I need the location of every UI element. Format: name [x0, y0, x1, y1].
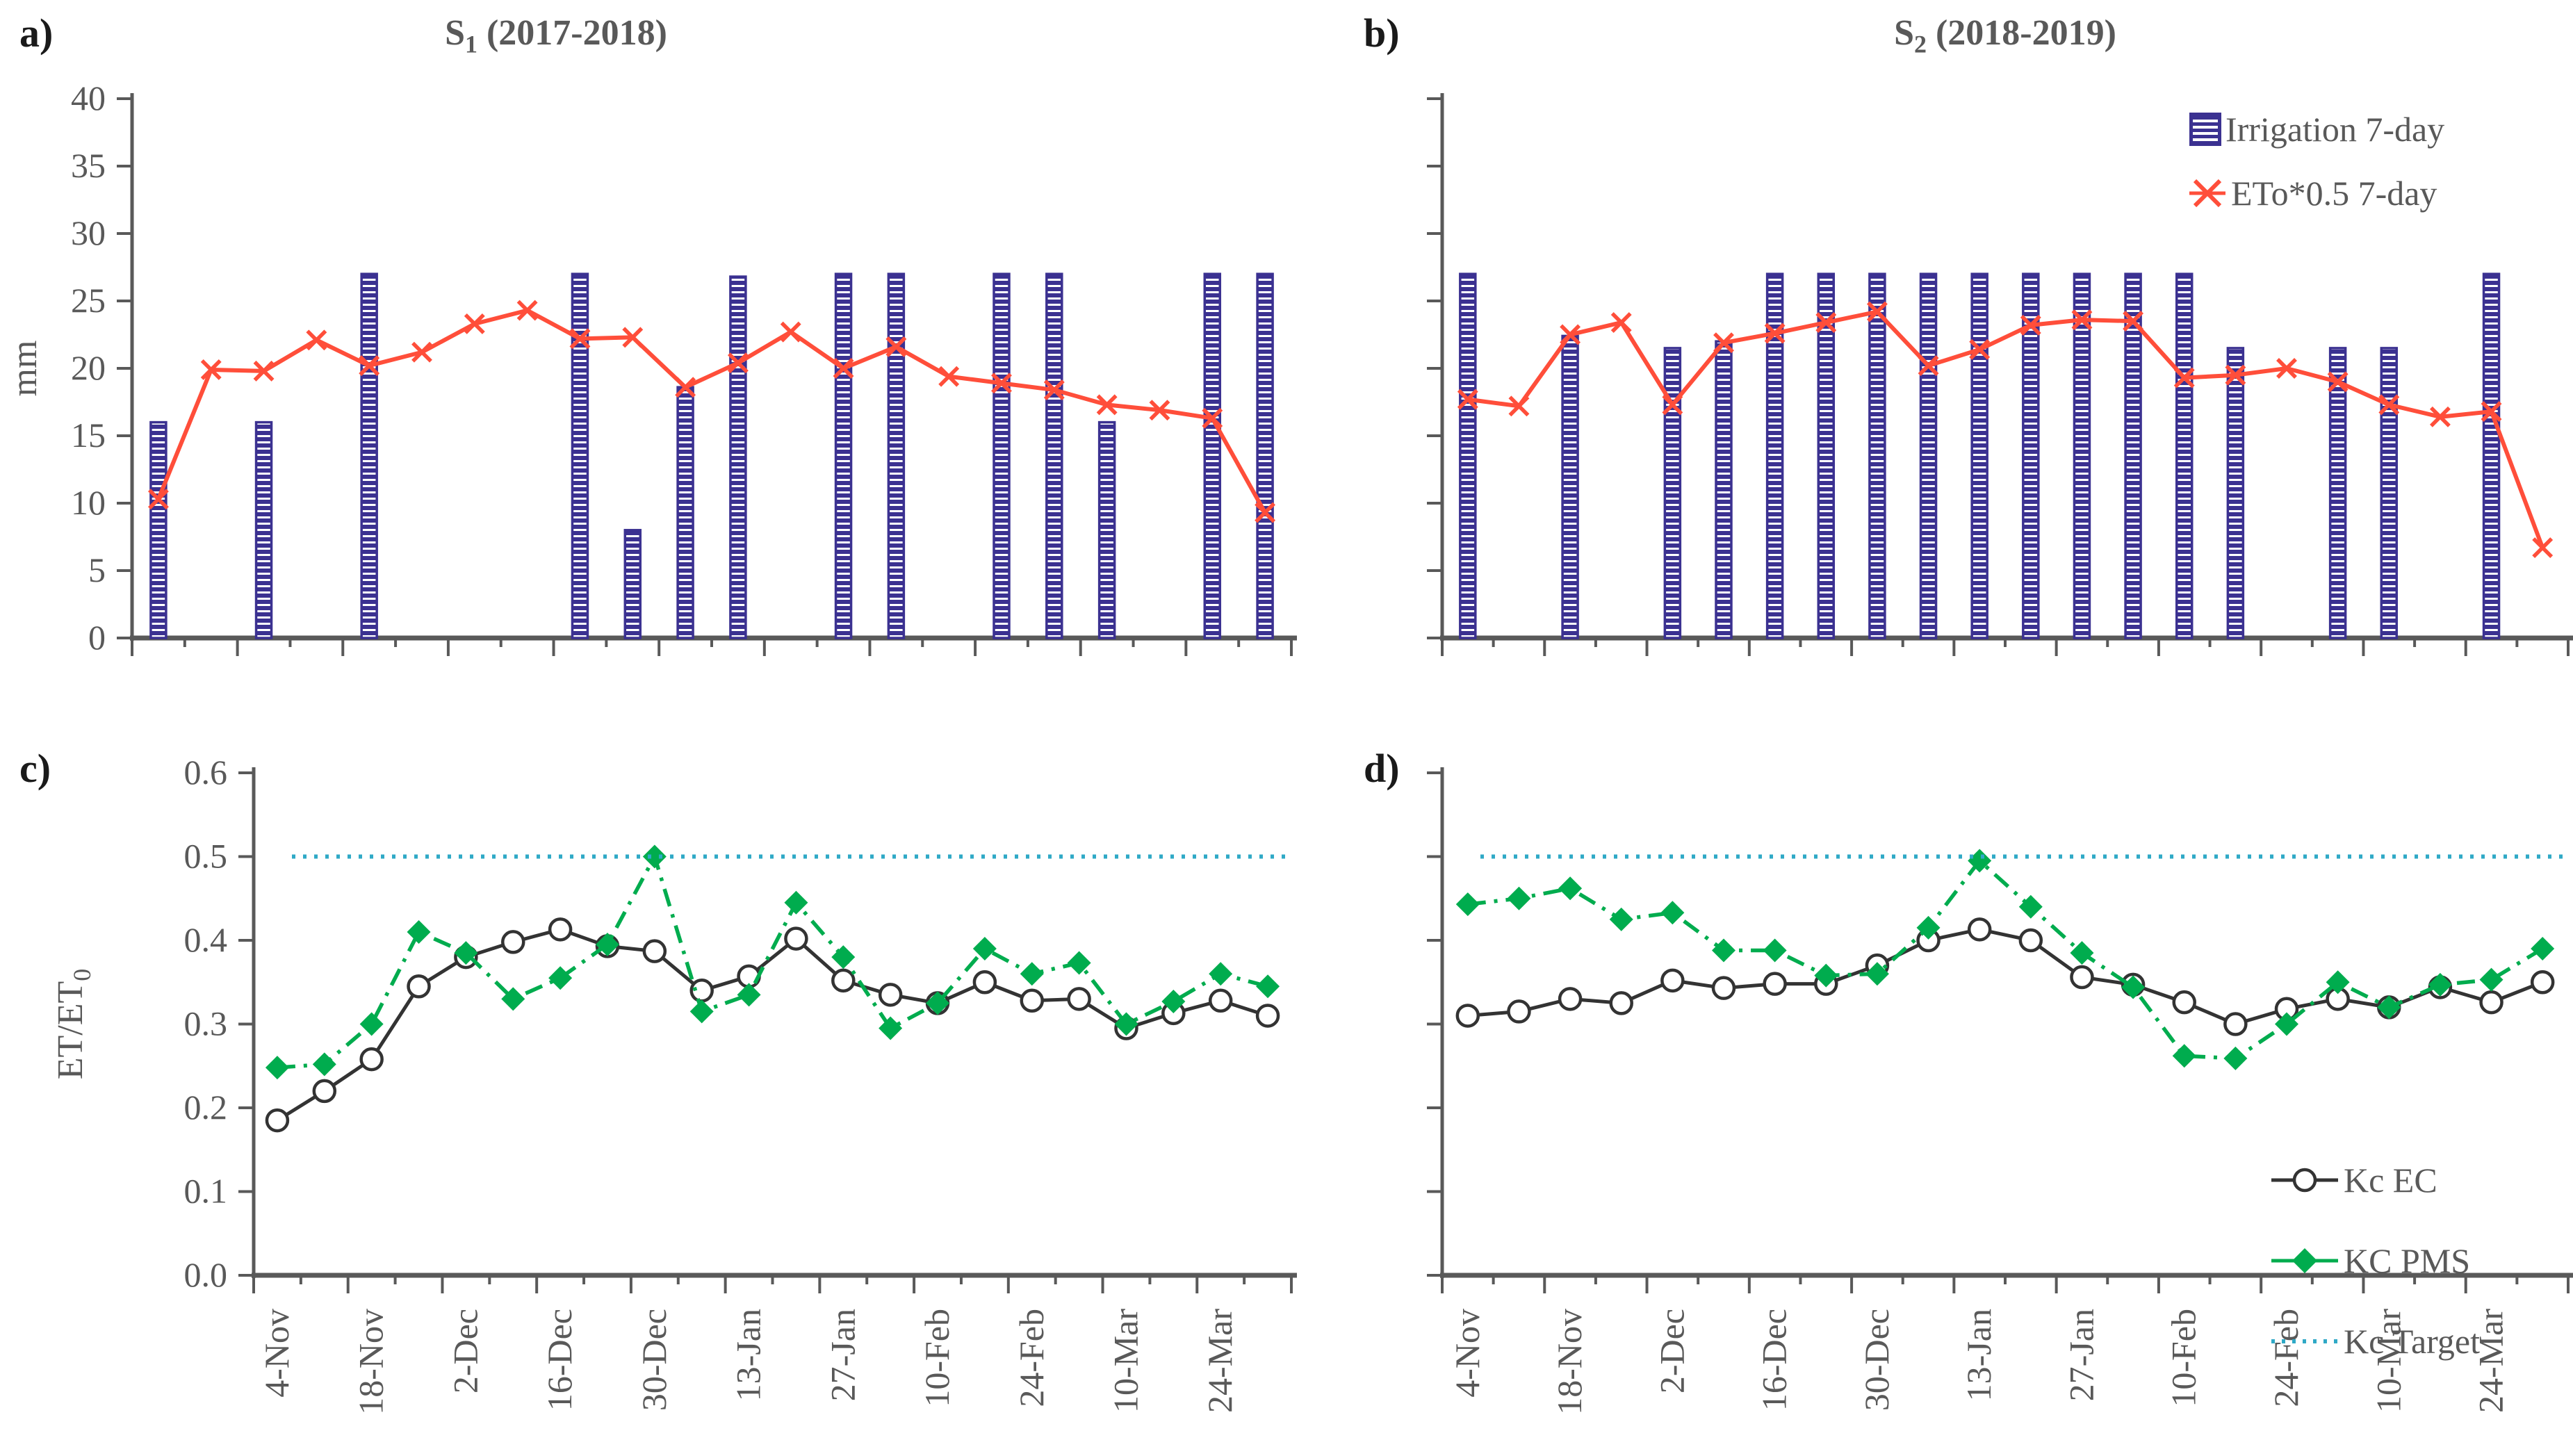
svg-text:0.2: 0.2 [184, 1088, 228, 1127]
eto-x-marker-icon [2189, 179, 2225, 208]
panel-c-plot: 0.0 0.1 0.2 0.3 0.4 0.5 0.6 4-Nov 18-Nov 2-Dec 16-… [184, 753, 1297, 1415]
x-tick-label-d: 10-Feb [2164, 1309, 2203, 1407]
legend-label-kc-ec: Kc EC [2344, 1161, 2437, 1200]
legend-ab: Irrigation 7-day ETo*0.5 7-day [2189, 97, 2444, 225]
panel-a-plot: 0 5 10 15 20 25 30 35 40 [71, 79, 1297, 657]
panel-a-title: S1 (2017-2018) [445, 13, 667, 58]
legend-cd: Kc EC KC PMS Kc Target [2271, 1140, 2480, 1382]
svg-text:0.3: 0.3 [184, 1004, 228, 1043]
kc-pms-diamond-line-icon [2271, 1248, 2338, 1273]
svg-text:15: 15 [71, 416, 106, 455]
x-tick-label-c: 10-Mar [1106, 1309, 1145, 1413]
svg-text:0.5: 0.5 [184, 837, 228, 876]
legend-label-kc-target: Kc Target [2344, 1322, 2480, 1361]
kc-ec-circle-line-icon [2271, 1168, 2338, 1193]
panel-d-letter: d) [1364, 746, 1400, 791]
x-tick-label-d: 24-Mar [2472, 1309, 2510, 1413]
panel-a-letter: a) [19, 10, 54, 56]
x-tick-label-c: 16-Dec [540, 1309, 579, 1411]
series-kc-pms-d [1455, 849, 2555, 1070]
legend-item-kc-target: Kc Target [2271, 1301, 2480, 1382]
svg-text:20: 20 [71, 348, 106, 387]
y-axis-title-etet0: ET/ET0 [51, 969, 96, 1080]
series-eto-line-b [1457, 301, 2554, 558]
x-tick-label-c: 30-Dec [635, 1309, 673, 1411]
svg-text:5: 5 [88, 550, 106, 589]
irrigation-bar-swatch-icon [2189, 113, 2221, 146]
legend-item-kc-pms: KC PMS [2271, 1220, 2480, 1301]
svg-text:35: 35 [71, 146, 106, 185]
x-tick-label-c: 4-Nov [257, 1309, 296, 1398]
series-kc-pms-c [265, 844, 1280, 1080]
svg-text:0.1: 0.1 [184, 1172, 228, 1211]
x-tick-label-c: 27-Jan [823, 1309, 862, 1401]
legend-label-irrigation: Irrigation 7-day [2225, 110, 2445, 149]
kc-target-dotted-line-icon [2271, 1339, 2338, 1343]
svg-text:0.4: 0.4 [184, 920, 228, 959]
x-tick-label-d: 2-Dec [1652, 1309, 1691, 1393]
x-tick-label-d: 4-Nov [1448, 1309, 1487, 1398]
x-tick-label-d: 24-Feb [2266, 1309, 2305, 1407]
series-eto-line-a [147, 300, 1276, 523]
legend-label-eto: ETo*0.5 7-day [2231, 174, 2437, 213]
x-tick-label-d: 16-Dec [1755, 1309, 1794, 1411]
x-tick-label-d: 13-Jan [1959, 1309, 1998, 1401]
x-tick-label-c: 2-Dec [446, 1309, 484, 1393]
panel-b-letter: b) [1364, 10, 1400, 56]
legend-item-kc-ec: Kc EC [2271, 1140, 2480, 1220]
x-tick-label-c: 13-Jan [729, 1309, 768, 1401]
panel-b-plot [1427, 93, 2573, 656]
series-irrigation-bars-b [1459, 272, 2501, 639]
x-tick-label-d: 27-Jan [2061, 1309, 2100, 1401]
legend-item-irrigation: Irrigation 7-day [2189, 97, 2444, 161]
x-tick-label-d: 18-Nov [1550, 1309, 1589, 1415]
svg-text:0.6: 0.6 [184, 753, 228, 792]
panel-d-plot: 4-Nov 18-Nov 2-Dec 16-Dec 30-Dec 13-Jan 27-Jan… [1427, 767, 2573, 1415]
svg-text:30: 30 [71, 213, 106, 252]
x-tick-label-c: 10-Feb [917, 1309, 956, 1407]
x-tick-label-c: 18-Nov [352, 1309, 391, 1415]
svg-text:40: 40 [71, 79, 106, 117]
svg-text:25: 25 [71, 281, 106, 320]
legend-item-eto: ETo*0.5 7-day [2189, 161, 2444, 225]
x-tick-label-d: 30-Dec [1857, 1309, 1896, 1411]
svg-text:0: 0 [88, 618, 106, 657]
svg-text:0.0: 0.0 [184, 1255, 228, 1294]
svg-text:10: 10 [71, 483, 106, 522]
x-tick-label-c: 24-Feb [1012, 1309, 1051, 1407]
x-tick-label-d: 10-Mar [2369, 1309, 2408, 1413]
legend-label-kc-pms: KC PMS [2344, 1241, 2471, 1280]
panel-b-title: S2 (2018-2019) [1894, 13, 2116, 58]
y-axis-title-mm: mm [5, 341, 44, 397]
panel-c-letter: c) [19, 746, 51, 791]
series-irrigation-bars-a [149, 272, 1274, 639]
x-tick-label-c: 24-Mar [1200, 1309, 1239, 1413]
